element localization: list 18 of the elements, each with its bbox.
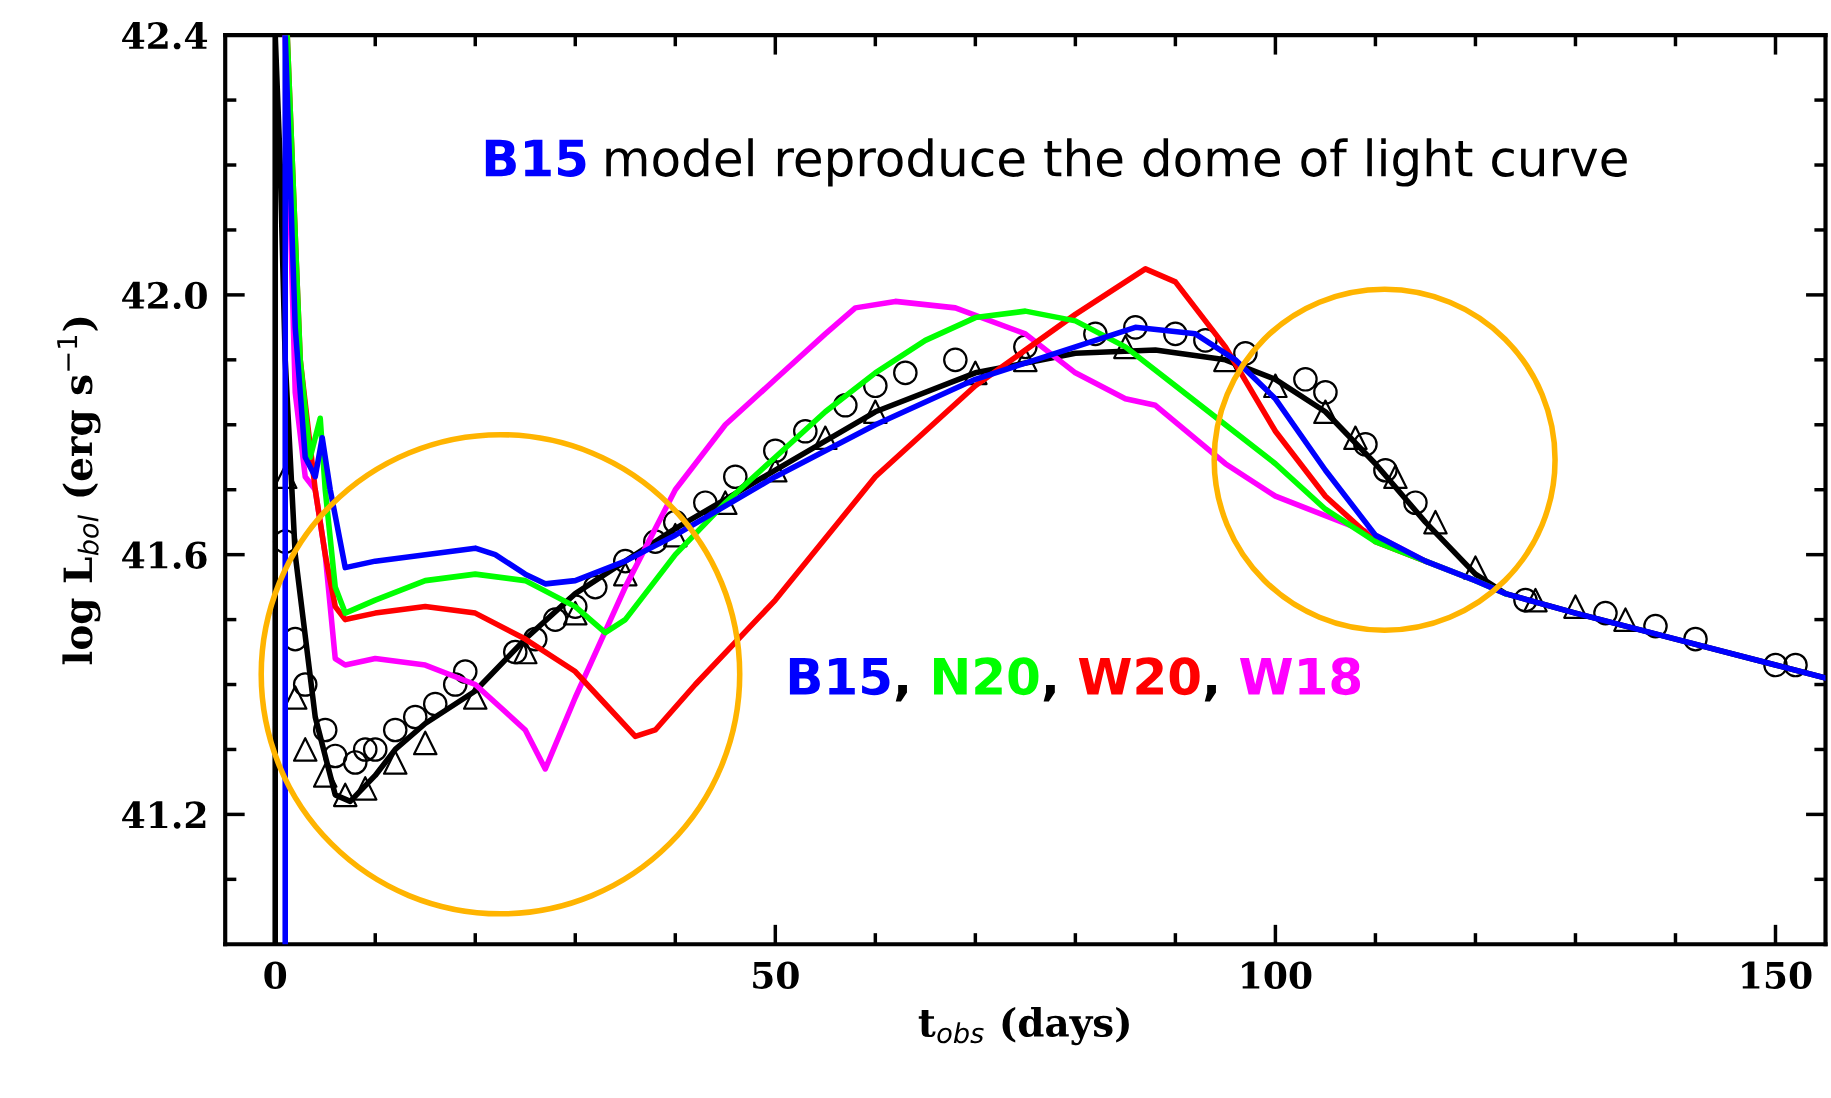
annotation: B15 model reproduce the dome of light curve [485,138,1627,187]
x-tick-label: 50 [753,961,799,989]
y-tick-label: 42.4 [122,22,208,50]
y-tick-label: 41.6 [122,541,207,569]
x-tick-label: 150 [1742,961,1812,989]
annotation: , [1204,684,1216,702]
y-axis-title: log L$_{bol}$ (erg s$^{−1}$) [57,317,101,665]
x-axis-title: t$_{obs}$ (days) [918,1007,1129,1046]
text: B15 [789,657,890,696]
y-tick-label: 41.2 [122,801,206,829]
text: W18 [1239,657,1361,696]
x-tick-label: 100 [1242,961,1312,989]
annotation: , [1043,684,1055,702]
y-tick-label: 42.0 [122,281,207,310]
x-tick-label: 0 [264,961,287,989]
annotation: , [895,684,907,702]
text: N20 [934,657,1039,696]
text: W20 [1078,657,1200,696]
